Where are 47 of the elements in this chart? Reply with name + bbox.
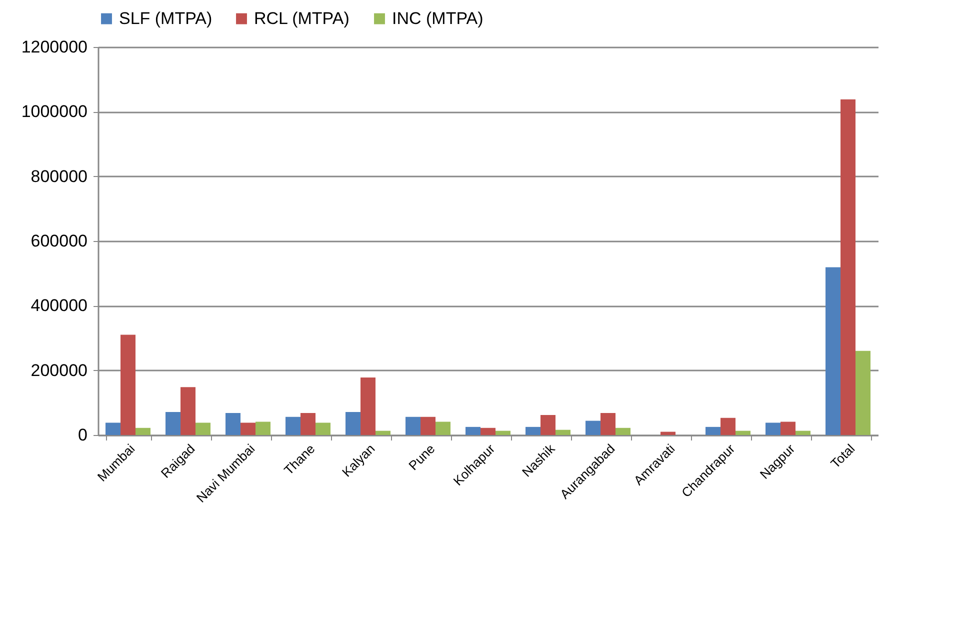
bar [136, 428, 150, 435]
bar [556, 430, 570, 435]
bar [720, 418, 736, 435]
bar [796, 430, 810, 435]
bar [660, 432, 676, 435]
y-tick-label: 400000 [30, 296, 88, 316]
bar [436, 422, 450, 435]
bar [586, 420, 600, 435]
bar [540, 414, 556, 435]
bar [286, 416, 300, 435]
bar [526, 426, 540, 435]
bar [240, 422, 256, 435]
bar [496, 430, 510, 435]
legend-label: INC (MTPA) [392, 8, 484, 28]
bar [706, 426, 720, 435]
bar [480, 428, 496, 435]
y-tick-label: 1000000 [21, 102, 88, 122]
y-tick-label: 800000 [30, 166, 88, 186]
bar [766, 422, 780, 435]
legend-label: SLF (MTPA) [119, 8, 212, 28]
bar [346, 412, 360, 435]
bar [376, 430, 390, 435]
bar [196, 422, 210, 435]
legend-label: RCL (MTPA) [254, 8, 350, 28]
bar [780, 422, 796, 435]
bar [826, 267, 840, 435]
bar [406, 416, 420, 435]
bar [166, 412, 180, 435]
bar [256, 422, 270, 435]
y-tick-label: 0 [78, 426, 88, 444]
bar [840, 99, 856, 435]
bar [856, 350, 870, 435]
bar [420, 416, 436, 435]
bar [106, 422, 120, 435]
bar [736, 430, 750, 435]
bar [616, 428, 630, 435]
y-tick-label: 200000 [30, 360, 88, 380]
bar [600, 413, 616, 435]
bar [360, 377, 376, 435]
bar [300, 413, 316, 435]
bar [226, 413, 240, 435]
bar [120, 334, 136, 435]
y-tick-label: 1200000 [21, 38, 88, 56]
bar [180, 387, 196, 435]
y-tick-label: 600000 [30, 232, 88, 250]
bar [316, 422, 330, 435]
bar [466, 426, 480, 435]
